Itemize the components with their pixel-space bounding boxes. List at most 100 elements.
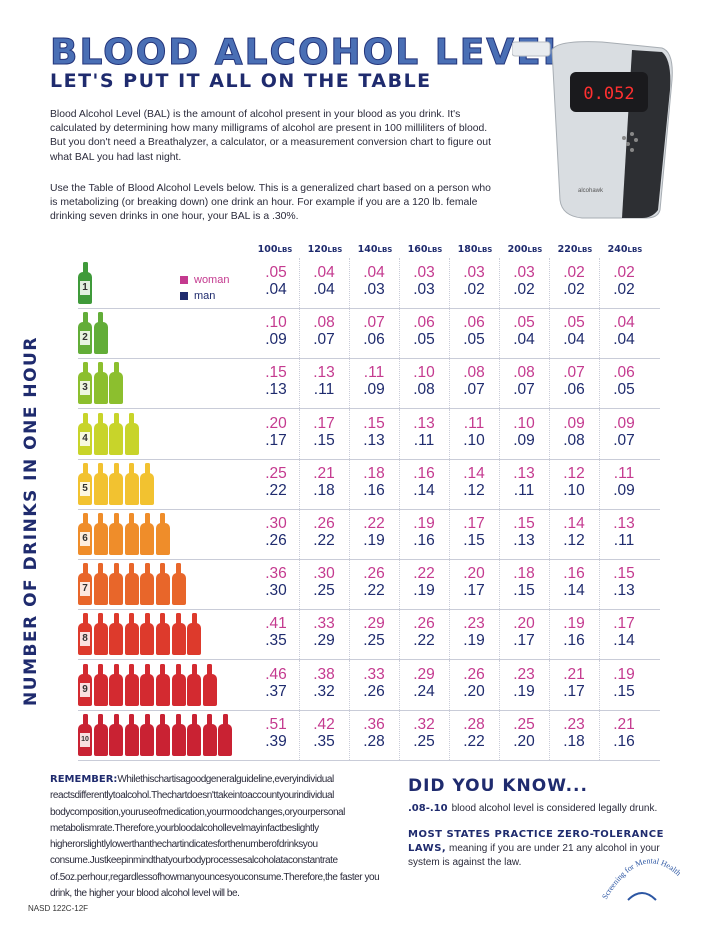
woman-bal: .25 xyxy=(513,715,535,733)
man-bal: .20 xyxy=(463,682,485,700)
woman-bal: .28 xyxy=(463,715,485,733)
bal-cell: .18.16 xyxy=(350,459,398,499)
bottle-icon xyxy=(155,613,170,656)
man-bal: .16 xyxy=(363,481,385,499)
bottle-icon xyxy=(124,663,139,706)
weight-header: 240LBS xyxy=(607,244,643,255)
bal-cell: .23.19 xyxy=(500,660,548,700)
remember-note: REMEMBER:Whilethischartisagoodgeneralgui… xyxy=(50,774,380,900)
woman-bal: .15 xyxy=(265,364,287,382)
man-bal: .04 xyxy=(563,331,585,349)
bottle-icon xyxy=(171,563,186,606)
man-bal: .19 xyxy=(413,582,435,600)
bal-cell: .46.37 xyxy=(252,660,300,700)
bal-cell: .04.04 xyxy=(600,308,648,348)
woman-bal: .07 xyxy=(563,364,585,382)
bottle-icon: 1 xyxy=(78,262,92,304)
bottle-icon xyxy=(155,563,170,606)
man-bal: .26 xyxy=(265,532,287,549)
drinks-row: 8.41.35.33.29.29.25.26.22.23.19.20.17.19… xyxy=(78,609,660,661)
svg-text:Screening for Mental Health: Screening for Mental Health xyxy=(600,856,683,901)
bottle-icon xyxy=(171,613,186,656)
bal-cell: .09.08 xyxy=(550,409,598,449)
woman-bal: .23 xyxy=(513,665,535,683)
bottle-icon: 10 xyxy=(78,713,92,756)
bal-cell: .06.05 xyxy=(450,308,498,348)
man-bal: .04 xyxy=(313,281,335,298)
bottle-group: 5 xyxy=(78,461,156,505)
legend: woman man xyxy=(180,272,229,304)
bal-cell: .20.17 xyxy=(252,409,300,449)
bal-cell: .06.05 xyxy=(400,308,448,348)
bottle-icon: 4 xyxy=(78,412,92,455)
man-bal: .02 xyxy=(613,281,635,298)
woman-bal: .08 xyxy=(463,364,485,382)
woman-bal: .17 xyxy=(313,414,335,432)
bal-cell: .09.07 xyxy=(600,409,648,449)
woman-bal: .09 xyxy=(613,414,635,432)
bottle-icon xyxy=(140,462,155,505)
man-bal: .17 xyxy=(265,431,287,449)
bottle-icon xyxy=(109,513,124,555)
man-bal: .09 xyxy=(265,331,287,349)
woman-bal: .38 xyxy=(313,665,335,683)
bal-cell: .15.13 xyxy=(600,559,648,599)
bottle-icon: 8 xyxy=(78,613,92,656)
man-bal: .13 xyxy=(613,582,635,600)
woman-bal: .30 xyxy=(265,515,287,532)
man-bal: .11 xyxy=(313,381,335,399)
drinks-row: 9.46.37.38.32.33.26.29.24.26.20.23.19.21… xyxy=(78,659,660,711)
bal-cell: .04.04 xyxy=(300,258,348,298)
woman-bal: .33 xyxy=(363,665,385,683)
man-bal: .19 xyxy=(463,632,485,650)
bottle-icon xyxy=(140,513,155,555)
woman-bal: .03 xyxy=(413,264,435,281)
bottle-icon: 7 xyxy=(78,563,92,606)
bottle-icon xyxy=(140,613,155,656)
intro-paragraph: Blood Alcohol Level (BAL) is the amount … xyxy=(50,109,491,163)
bal-cell: .07.06 xyxy=(350,308,398,348)
man-bal: .11 xyxy=(613,532,635,549)
woman-bal: .05 xyxy=(265,264,287,281)
bottle-icon xyxy=(202,663,217,706)
woman-bal: .26 xyxy=(463,665,485,683)
side-label: NUMBER OF DRINKS IN ONE HOUR xyxy=(21,336,41,706)
drinks-row: 10.51.39.42.35.36.28.32.25.28.22.25.20.2… xyxy=(78,709,660,761)
man-bal: .26 xyxy=(363,682,385,700)
woman-bal: .20 xyxy=(463,565,485,583)
man-bal: .25 xyxy=(413,732,435,750)
bottle-icon xyxy=(140,713,155,756)
bal-cell: .42.35 xyxy=(300,710,348,750)
woman-bal: .03 xyxy=(463,264,485,281)
drinks-row: 7.36.30.30.25.26.22.22.19.20.17.18.15.16… xyxy=(78,559,660,611)
woman-bal: .10 xyxy=(513,414,535,432)
bal-cell: .03.02 xyxy=(500,258,548,298)
bal-cell: .19.16 xyxy=(550,609,598,649)
bal-cell: .07.06 xyxy=(550,358,598,398)
bal-cell: .23.19 xyxy=(450,609,498,649)
bottle-icon: 2 xyxy=(78,312,92,355)
man-bal: .02 xyxy=(563,281,585,298)
bal-cell: .10.09 xyxy=(252,308,300,348)
man-bal: .05 xyxy=(413,331,435,349)
bal-cell: .14.12 xyxy=(550,509,598,549)
legend-man: man xyxy=(180,288,229,304)
bottle-icon xyxy=(109,412,124,455)
woman-bal: .10 xyxy=(413,364,435,382)
drink-count: 10 xyxy=(80,732,90,747)
man-bal: .14 xyxy=(563,582,585,600)
bal-cell: .30.25 xyxy=(300,559,348,599)
woman-bal: .19 xyxy=(613,665,635,683)
man-bal: .22 xyxy=(413,632,435,650)
bal-cell: .22.19 xyxy=(350,509,398,549)
bal-cell: .10.08 xyxy=(400,358,448,398)
woman-bal: .10 xyxy=(265,314,287,332)
woman-bal: .23 xyxy=(563,715,585,733)
drink-count: 8 xyxy=(80,632,90,647)
bal-cell: .15.13 xyxy=(350,409,398,449)
woman-bal: .13 xyxy=(413,414,435,432)
bottle-icon xyxy=(171,713,186,756)
man-bal: .15 xyxy=(513,582,535,600)
woman-bal: .22 xyxy=(413,565,435,583)
man-bal: .05 xyxy=(463,331,485,349)
